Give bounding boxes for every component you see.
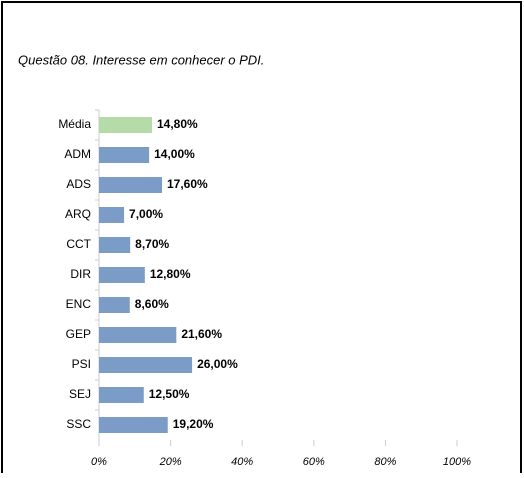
y-tick-label: DIR [70, 267, 91, 281]
x-tick-label: 40% [231, 456, 253, 468]
chart-title: Questão 08. Interesse em conhecer o PDI. [18, 52, 264, 67]
value-label: 8,60% [135, 297, 169, 311]
x-tick-label: 100% [443, 456, 471, 468]
bar [99, 327, 177, 343]
y-tick-label: ARQ [65, 207, 91, 221]
y-tick-label: ADS [66, 177, 91, 191]
bar [99, 297, 130, 313]
bar [99, 177, 163, 193]
x-tick-label: 80% [374, 456, 396, 468]
y-tick-label: PSI [72, 357, 91, 371]
x-tick-label: 60% [303, 456, 325, 468]
bar [99, 417, 168, 433]
bar [99, 357, 193, 373]
bar [99, 147, 150, 163]
y-tick-label: Média [58, 117, 91, 131]
bar [99, 267, 145, 283]
value-label: 26,00% [197, 357, 238, 371]
bar [99, 207, 125, 223]
value-label: 21,60% [181, 327, 222, 341]
bar [99, 387, 144, 403]
value-label: 17,60% [167, 177, 208, 191]
value-label: 8,70% [135, 237, 169, 251]
x-tick-label: 20% [159, 456, 182, 468]
y-tick-label: SSC [66, 417, 91, 431]
value-label: 12,50% [149, 387, 190, 401]
y-tick-label: GEP [66, 327, 91, 341]
value-label: 12,80% [150, 267, 191, 281]
bar [99, 237, 131, 253]
y-tick-label: ENC [66, 297, 92, 311]
y-tick-label: ADM [64, 147, 91, 161]
y-tick-label: CCT [66, 237, 91, 251]
value-label: 7,00% [129, 207, 163, 221]
y-tick-label: SEJ [69, 387, 91, 401]
x-tick-label: 0% [91, 456, 107, 468]
value-label: 14,00% [154, 147, 195, 161]
bar [99, 117, 152, 133]
value-label: 14,80% [157, 117, 198, 131]
value-label: 19,20% [173, 417, 214, 431]
